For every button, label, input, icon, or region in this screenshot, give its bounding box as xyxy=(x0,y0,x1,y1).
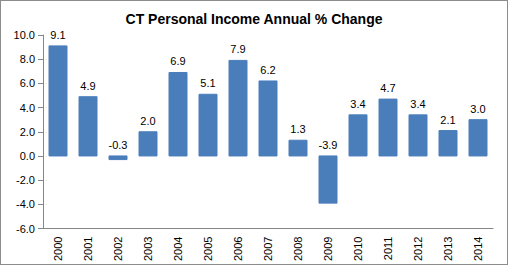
svg-text:9.1: 9.1 xyxy=(50,29,65,41)
svg-text:-2.0: -2.0 xyxy=(16,174,35,186)
svg-text:6.9: 6.9 xyxy=(170,55,185,67)
svg-text:2005: 2005 xyxy=(202,237,214,261)
svg-text:2.1: 2.1 xyxy=(440,114,455,126)
svg-text:10.0: 10.0 xyxy=(14,29,35,41)
svg-text:2012: 2012 xyxy=(412,237,424,261)
svg-text:-3.9: -3.9 xyxy=(319,139,338,151)
svg-text:2007: 2007 xyxy=(262,237,274,261)
svg-text:2014: 2014 xyxy=(472,237,484,261)
svg-text:4.0: 4.0 xyxy=(20,102,35,114)
svg-text:2.0: 2.0 xyxy=(140,115,155,127)
svg-text:2010: 2010 xyxy=(352,237,364,261)
svg-text:2009: 2009 xyxy=(322,237,334,261)
svg-text:3.0: 3.0 xyxy=(470,103,485,115)
svg-text:2.0: 2.0 xyxy=(20,126,35,138)
svg-text:2008: 2008 xyxy=(292,237,304,261)
svg-text:2003: 2003 xyxy=(142,237,154,261)
svg-text:4.7: 4.7 xyxy=(380,82,395,94)
svg-text:6.0: 6.0 xyxy=(20,77,35,89)
svg-text:-0.3: -0.3 xyxy=(109,139,128,151)
svg-text:-4.0: -4.0 xyxy=(16,198,35,210)
svg-text:2013: 2013 xyxy=(442,237,454,261)
svg-text:-6.0: -6.0 xyxy=(16,223,35,235)
svg-text:4.9: 4.9 xyxy=(80,80,95,92)
svg-text:2011: 2011 xyxy=(382,237,394,261)
svg-text:6.2: 6.2 xyxy=(260,64,275,76)
svg-text:1.3: 1.3 xyxy=(290,123,305,135)
svg-text:7.9: 7.9 xyxy=(230,43,245,55)
svg-text:5.1: 5.1 xyxy=(200,77,215,89)
svg-text:3.4: 3.4 xyxy=(350,98,365,110)
svg-text:2000: 2000 xyxy=(52,237,64,261)
svg-text:0.0: 0.0 xyxy=(20,150,35,162)
svg-text:2004: 2004 xyxy=(172,237,184,261)
svg-text:2002: 2002 xyxy=(112,237,124,261)
svg-text:2001: 2001 xyxy=(82,237,94,261)
svg-text:8.0: 8.0 xyxy=(20,53,35,65)
svg-text:2006: 2006 xyxy=(232,237,244,261)
svg-text:3.4: 3.4 xyxy=(410,98,425,110)
svg-text:CT Personal Income Annual % Ch: CT Personal Income Annual % Change xyxy=(126,11,383,27)
